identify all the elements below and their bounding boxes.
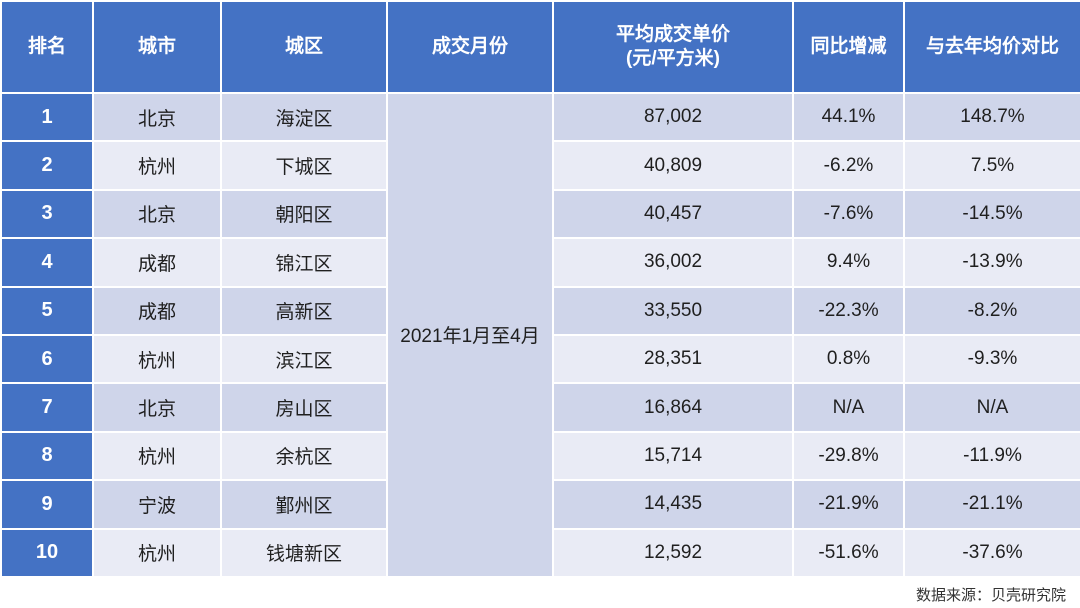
- header-price-unit: (元/平方米): [626, 48, 720, 69]
- ranking-table: 排名 城市 城区 成交月份 平均成交单价 (元/平方米) 同比增减 与去年均价对…: [0, 0, 1080, 578]
- price-cell: 14,435: [552, 479, 794, 530]
- price-cell: 15,714: [552, 430, 794, 482]
- header-price-title: 平均成交单价: [615, 24, 730, 45]
- header-period: 成交月份: [386, 0, 554, 94]
- city-cell: 成都: [92, 285, 222, 336]
- rank-cell: 7: [0, 382, 94, 433]
- price-cell: 40,457: [552, 188, 794, 240]
- vs-last-year-cell: -13.9%: [903, 237, 1080, 288]
- header-rank: 排名: [0, 0, 94, 94]
- city-cell: 杭州: [92, 140, 222, 191]
- yoy-cell: -21.9%: [792, 479, 905, 530]
- table-row: 2 杭州 下城区 40,809 -6.2% 7.5%: [0, 140, 1080, 191]
- rank-cell: 3: [0, 188, 94, 240]
- data-source-note: 数据来源：贝壳研究院: [915, 587, 1066, 604]
- city-cell: 杭州: [92, 527, 222, 578]
- vs-last-year-cell: -14.5%: [903, 188, 1080, 240]
- price-cell: 40,809: [552, 140, 794, 191]
- vs-last-year-cell: -37.6%: [903, 527, 1080, 578]
- vs-last-year-cell: -21.1%: [903, 479, 1080, 530]
- table-row: 4 成都 锦江区 36,002 9.4% -13.9%: [0, 237, 1080, 288]
- district-cell: 朝阳区: [220, 188, 388, 240]
- district-cell: 房山区: [220, 382, 388, 433]
- yoy-cell: -51.6%: [792, 527, 905, 578]
- vs-last-year-cell: 7.5%: [903, 140, 1080, 191]
- price-cell: 36,002: [552, 237, 794, 288]
- price-cell: 28,351: [552, 333, 794, 385]
- yoy-cell: 44.1%: [792, 91, 905, 143]
- header-district: 城区: [220, 0, 388, 94]
- yoy-cell: 9.4%: [792, 237, 905, 288]
- vs-last-year-cell: N/A: [903, 382, 1080, 433]
- period-cell: 2021年1月至4月: [386, 92, 554, 578]
- table-row: 5 成都 高新区 33,550 -22.3% -8.2%: [0, 285, 1080, 336]
- vs-last-year-cell: -8.2%: [903, 285, 1080, 336]
- header-vs-last-year: 与去年均价对比: [903, 0, 1080, 94]
- yoy-cell: N/A: [792, 382, 905, 433]
- table-row: 7 北京 房山区 16,864 N/A N/A: [0, 382, 1080, 433]
- city-cell: 杭州: [92, 333, 222, 385]
- vs-last-year-cell: -11.9%: [903, 430, 1080, 482]
- city-cell: 杭州: [92, 430, 222, 482]
- city-cell: 北京: [92, 382, 222, 433]
- table-body: 1 北京 海淀区 2021年1月至4月 87,002 44.1% 148.7% 2 杭州 下城区 4…: [0, 91, 1080, 578]
- price-cell: 33,550: [552, 285, 794, 336]
- rank-cell: 2: [0, 140, 94, 191]
- district-cell: 海淀区: [220, 91, 388, 143]
- rank-cell: 5: [0, 285, 94, 336]
- header-price: 平均成交单价 (元/平方米): [552, 0, 794, 94]
- rank-cell: 10: [0, 527, 94, 578]
- price-cell: 12,592: [552, 527, 794, 578]
- yoy-cell: -6.2%: [792, 140, 905, 191]
- table-row: 10 杭州 钱塘新区 12,592 -51.6% -37.6%: [0, 527, 1080, 578]
- rank-cell: 1: [0, 91, 94, 143]
- city-cell: 北京: [92, 188, 222, 240]
- table-row: 6 杭州 滨江区 28,351 0.8% -9.3%: [0, 333, 1080, 385]
- header-yoy: 同比增减: [792, 0, 905, 94]
- city-cell: 宁波: [92, 479, 222, 530]
- rank-cell: 4: [0, 237, 94, 288]
- district-cell: 锦江区: [220, 237, 388, 288]
- rank-cell: 9: [0, 479, 94, 530]
- yoy-cell: -7.6%: [792, 188, 905, 240]
- district-cell: 滨江区: [220, 333, 388, 385]
- yoy-cell: -22.3%: [792, 285, 905, 336]
- rank-cell: 8: [0, 430, 94, 482]
- city-cell: 北京: [92, 91, 222, 143]
- district-cell: 鄞州区: [220, 479, 388, 530]
- table-row: 9 宁波 鄞州区 14,435 -21.9% -21.1%: [0, 479, 1080, 530]
- vs-last-year-cell: 148.7%: [903, 91, 1080, 143]
- district-cell: 钱塘新区: [220, 527, 388, 578]
- table-row: 8 杭州 余杭区 15,714 -29.8% -11.9%: [0, 430, 1080, 482]
- district-cell: 下城区: [220, 140, 388, 191]
- rank-cell: 6: [0, 333, 94, 385]
- table-row: 3 北京 朝阳区 40,457 -7.6% -14.5%: [0, 188, 1080, 240]
- district-cell: 余杭区: [220, 430, 388, 482]
- header-city: 城市: [92, 0, 222, 94]
- price-cell: 87,002: [552, 91, 794, 143]
- price-cell: 16,864: [552, 382, 794, 433]
- district-cell: 高新区: [220, 285, 388, 336]
- header-row: 排名 城市 城区 成交月份 平均成交单价 (元/平方米) 同比增减 与去年均价对…: [0, 0, 1080, 94]
- vs-last-year-cell: -9.3%: [903, 333, 1080, 385]
- yoy-cell: 0.8%: [792, 333, 905, 385]
- yoy-cell: -29.8%: [792, 430, 905, 482]
- city-cell: 成都: [92, 237, 222, 288]
- table-row: 1 北京 海淀区 2021年1月至4月 87,002 44.1% 148.7%: [0, 91, 1080, 578]
